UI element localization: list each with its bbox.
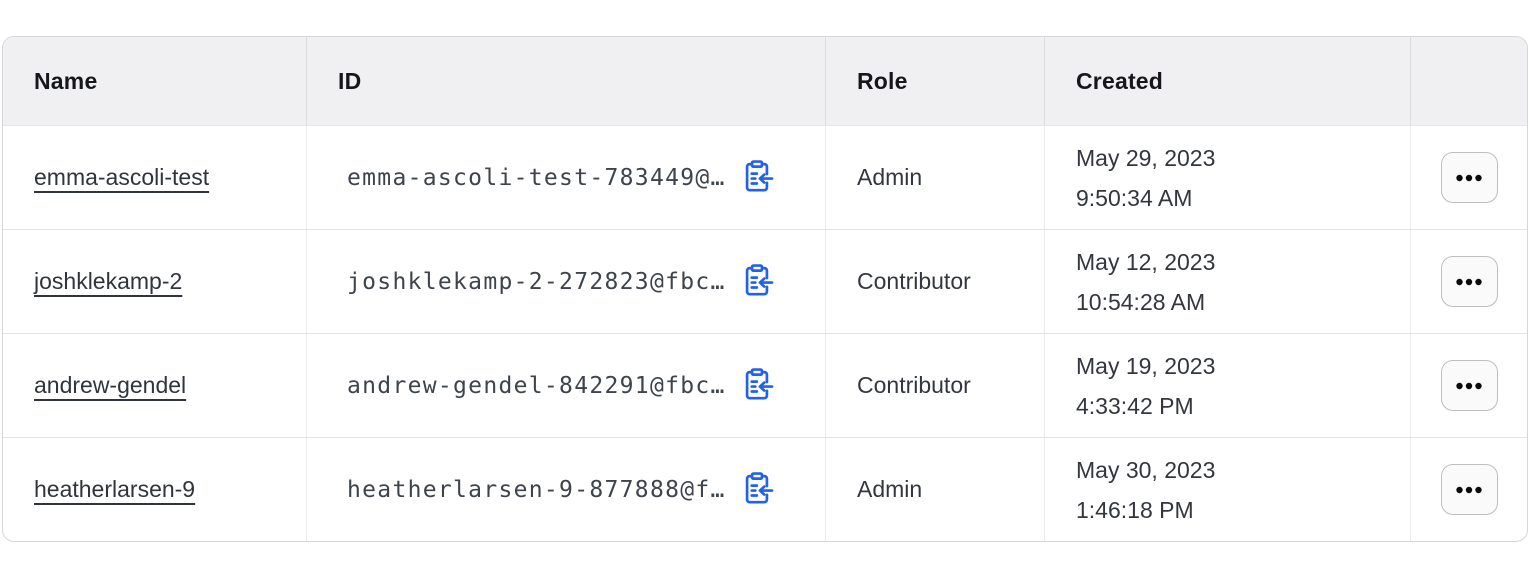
clipboard-paste-icon (740, 471, 774, 508)
role-value: Admin (857, 164, 923, 190)
name-cell: heatherlarsen-9 (3, 438, 306, 541)
clipboard-paste-icon (740, 367, 774, 404)
user-id-value: andrew-gendel-842291@fbc… (347, 372, 726, 399)
role-cell: Contributor (825, 334, 1044, 437)
column-header-created: Created (1044, 37, 1410, 125)
created-cell: May 29, 2023 9:50:34 AM (1044, 126, 1410, 229)
created-date: May 19, 2023 (1076, 352, 1216, 379)
created-cell: May 12, 2023 10:54:28 AM (1044, 230, 1410, 333)
created-value: May 19, 2023 4:33:42 PM (1076, 346, 1215, 426)
actions-cell (1410, 126, 1527, 229)
table-body: emma-ascoli-test emma-ascoli-test-783449… (3, 125, 1527, 541)
name-cell: andrew-gendel (3, 334, 306, 437)
created-cell: May 19, 2023 4:33:42 PM (1044, 334, 1410, 437)
ellipsis-icon (1455, 482, 1483, 497)
user-name-link[interactable]: andrew-gendel (34, 372, 187, 398)
row-actions-button[interactable] (1440, 256, 1498, 307)
clipboard-paste-icon (740, 263, 774, 300)
role-value: Admin (857, 476, 923, 502)
ellipsis-icon (1455, 170, 1483, 185)
created-time: 1:46:18 PM (1076, 496, 1194, 523)
id-cell: joshklekamp-2-272823@fbc… (306, 230, 825, 333)
table-row: heatherlarsen-9 heatherlarsen-9-877888@f… (3, 437, 1527, 541)
users-table: Name ID Role Created emma-ascoli-test em… (2, 36, 1528, 542)
actions-cell (1410, 230, 1527, 333)
user-id-value: emma-ascoli-test-783449@… (347, 164, 726, 191)
created-time: 4:33:42 PM (1076, 392, 1194, 419)
ellipsis-icon (1455, 378, 1483, 393)
copy-id-button[interactable] (740, 159, 774, 196)
id-cell: emma-ascoli-test-783449@… (306, 126, 825, 229)
name-cell: joshklekamp-2 (3, 230, 306, 333)
user-id-value: joshklekamp-2-272823@fbc… (347, 268, 726, 295)
created-date: May 12, 2023 (1076, 248, 1216, 275)
row-actions-button[interactable] (1440, 152, 1498, 203)
user-name-link[interactable]: heatherlarsen-9 (34, 476, 196, 502)
user-id-value: heatherlarsen-9-877888@f… (347, 476, 726, 503)
column-header-name: Name (34, 67, 98, 94)
role-cell: Contributor (825, 230, 1044, 333)
created-value: May 30, 2023 1:46:18 PM (1076, 450, 1215, 530)
ellipsis-icon (1455, 274, 1483, 289)
role-value: Contributor (857, 268, 971, 294)
actions-cell (1410, 334, 1527, 437)
row-actions-button[interactable] (1440, 464, 1498, 515)
table-row: joshklekamp-2 joshklekamp-2-272823@fbc… (3, 229, 1527, 333)
name-cell: emma-ascoli-test (3, 126, 306, 229)
role-cell: Admin (825, 126, 1044, 229)
column-header-role: Role (825, 37, 1044, 125)
user-name-link[interactable]: joshklekamp-2 (34, 268, 183, 294)
column-header-actions (1410, 37, 1527, 125)
role-value: Contributor (857, 372, 971, 398)
created-value: May 29, 2023 9:50:34 AM (1076, 138, 1215, 218)
table-row: andrew-gendel andrew-gendel-842291@fbc… (3, 333, 1527, 437)
created-cell: May 30, 2023 1:46:18 PM (1044, 438, 1410, 541)
id-cell: andrew-gendel-842291@fbc… (306, 334, 825, 437)
id-cell: heatherlarsen-9-877888@f… (306, 438, 825, 541)
actions-cell (1410, 438, 1527, 541)
created-value: May 12, 2023 10:54:28 AM (1076, 242, 1215, 322)
copy-id-button[interactable] (740, 263, 774, 300)
copy-id-button[interactable] (740, 471, 774, 508)
created-time: 10:54:28 AM (1076, 288, 1206, 315)
user-name-link[interactable]: emma-ascoli-test (34, 164, 210, 190)
clipboard-paste-icon (740, 159, 774, 196)
table-header-row: Name ID Role Created (3, 37, 1527, 125)
row-actions-button[interactable] (1440, 360, 1498, 411)
column-header-id: ID (306, 37, 825, 125)
created-date: May 29, 2023 (1076, 144, 1216, 171)
copy-id-button[interactable] (740, 367, 774, 404)
created-date: May 30, 2023 (1076, 456, 1216, 483)
role-cell: Admin (825, 438, 1044, 541)
table-row: emma-ascoli-test emma-ascoli-test-783449… (3, 125, 1527, 229)
created-time: 9:50:34 AM (1076, 184, 1193, 211)
